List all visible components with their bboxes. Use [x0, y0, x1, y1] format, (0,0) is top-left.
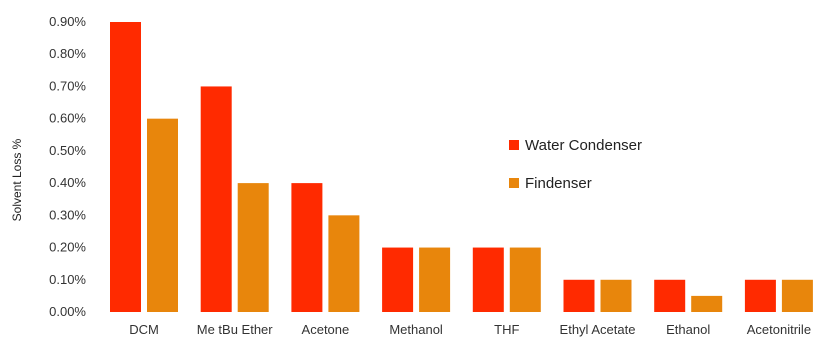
x-tick-label: Acetonitrile [747, 322, 811, 337]
bars [110, 22, 813, 313]
legend-swatch [509, 140, 519, 150]
x-tick-label: DCM [129, 322, 159, 337]
bar [781, 279, 813, 312]
bar [237, 183, 269, 312]
y-tick-label: 0.80% [49, 46, 86, 61]
legend-label: Findenser [525, 175, 592, 192]
bar [382, 247, 414, 312]
bar [328, 215, 360, 312]
y-tick-label: 0.60% [49, 111, 86, 126]
y-tick-label: 0.50% [49, 143, 86, 158]
y-tick-label: 0.90% [49, 14, 86, 29]
bar [654, 279, 686, 312]
legend-label: Water Condenser [525, 137, 642, 154]
bar [147, 118, 178, 313]
y-tick-label: 0.20% [49, 240, 86, 255]
bar [744, 279, 776, 312]
legend: Water Condenser Findenser [509, 137, 642, 192]
bar [509, 247, 541, 312]
y-tick-label: 0.40% [49, 175, 86, 190]
y-tick-label: 0.00% [49, 304, 86, 319]
x-tick-label: Me tBu Ether [197, 322, 274, 337]
x-tick-label: Methanol [389, 322, 443, 337]
bar [419, 247, 451, 312]
x-tick-label: Acetone [302, 322, 350, 337]
legend-swatch [509, 178, 519, 188]
x-tick-label: Ethyl Acetate [560, 322, 636, 337]
bar [291, 183, 323, 312]
bar [600, 279, 632, 312]
bar [200, 86, 232, 312]
x-tick-label: Ethanol [666, 322, 710, 337]
bar [472, 247, 504, 312]
bar [563, 279, 595, 312]
y-ticks: 0.00% 0.10% 0.20% 0.30% 0.40% 0.50% 0.60% 0.70%… [49, 14, 86, 319]
y-tick-label: 0.30% [49, 207, 86, 222]
y-tick-label: 0.10% [49, 272, 86, 287]
y-tick-label: 0.70% [49, 78, 86, 93]
bar [691, 295, 723, 312]
x-ticks: DCM Me tBu Ether Acetone Methanol THF Ethyl A… [129, 322, 811, 337]
x-tick-label: THF [494, 322, 519, 337]
y-axis-label: Solvent Loss % [10, 138, 24, 221]
bar [110, 22, 141, 312]
